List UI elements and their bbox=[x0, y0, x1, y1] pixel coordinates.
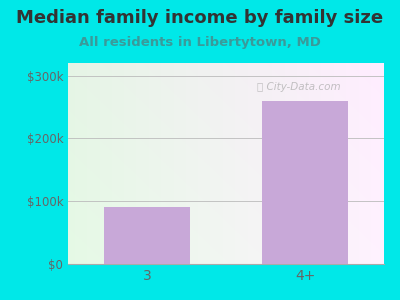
Bar bbox=[262, 101, 348, 264]
Text: Ⓣ City-Data.com: Ⓣ City-Data.com bbox=[257, 82, 340, 92]
Text: Median family income by family size: Median family income by family size bbox=[16, 9, 384, 27]
Text: All residents in Libertytown, MD: All residents in Libertytown, MD bbox=[79, 36, 321, 49]
Bar bbox=[104, 208, 190, 264]
